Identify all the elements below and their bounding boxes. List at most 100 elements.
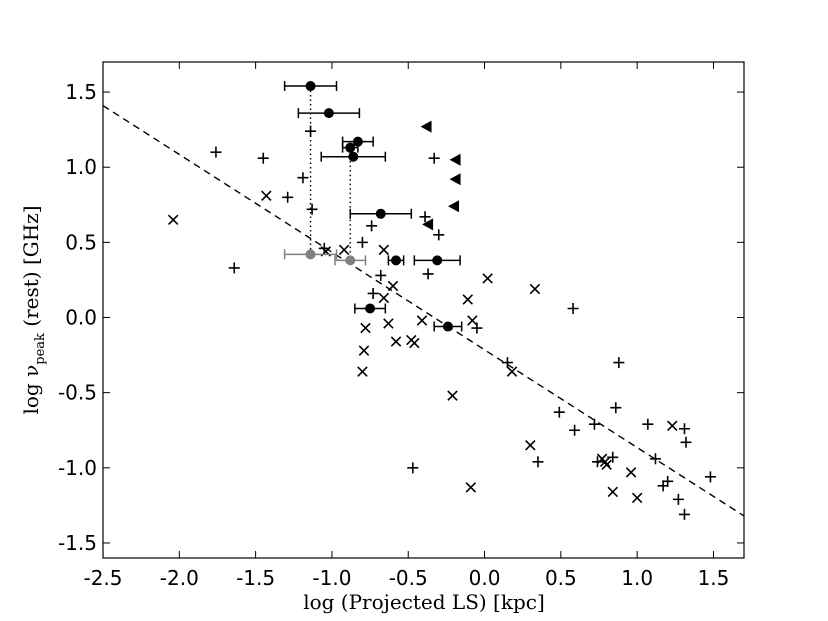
x-tick-label: 1.0 xyxy=(621,566,653,590)
grey-circle-point xyxy=(345,255,356,266)
x-point xyxy=(506,366,518,377)
fit-line xyxy=(103,104,744,517)
x-point xyxy=(360,322,371,334)
y-tick-label: 1.5 xyxy=(65,80,97,104)
x-point xyxy=(383,318,394,329)
plus-point xyxy=(305,125,317,137)
plus-point xyxy=(367,287,379,299)
plus-point xyxy=(366,220,378,232)
plus-point xyxy=(228,262,240,274)
x-point xyxy=(409,337,420,349)
x-point xyxy=(465,482,477,493)
x-point xyxy=(338,244,350,256)
x-point xyxy=(667,420,678,431)
circle-point xyxy=(352,136,363,147)
plus-point xyxy=(642,418,654,430)
x-point xyxy=(390,336,402,347)
plus-point xyxy=(672,493,684,505)
plot-content xyxy=(103,81,744,520)
x-point xyxy=(607,486,618,498)
y-tick-label: -1.0 xyxy=(58,456,97,480)
plus-point xyxy=(428,152,440,164)
plus-point xyxy=(407,462,419,474)
y-axis-label-suffix: (rest) [GHz] xyxy=(19,206,43,334)
circle-point xyxy=(442,321,453,332)
plus-point xyxy=(704,471,716,483)
plus-point xyxy=(210,146,222,158)
y-axis-label-prefix: log ν xyxy=(19,365,43,415)
plus-point xyxy=(297,172,309,184)
circle-point xyxy=(348,151,359,162)
plus-point xyxy=(588,418,600,430)
plus-point xyxy=(657,480,669,492)
x-axis-label: log (Projected LS) [kpc] xyxy=(303,590,545,614)
x-point xyxy=(525,440,536,451)
plus-point xyxy=(422,268,434,280)
circle-point xyxy=(345,142,356,153)
x-point xyxy=(387,280,399,292)
y-axis-label-subscript: peak xyxy=(33,333,48,365)
y-tick-label: -1.5 xyxy=(58,531,97,555)
plus-point xyxy=(282,191,294,203)
plus-point xyxy=(678,423,690,435)
x-point xyxy=(599,456,611,468)
x-tick-label: 1.5 xyxy=(698,566,730,590)
x-point xyxy=(625,467,637,478)
x-tick-label: -2.5 xyxy=(83,566,122,590)
plus-point xyxy=(419,211,431,223)
circle-point xyxy=(305,81,316,92)
plus-point xyxy=(610,402,622,414)
x-point xyxy=(416,315,428,326)
x-point xyxy=(378,292,390,304)
y-tick-label: 0.5 xyxy=(65,230,97,254)
x-tick-label: 0.0 xyxy=(469,566,501,590)
triangle-point xyxy=(449,173,461,186)
y-axis-label: log νpeak (rest) [GHz] xyxy=(19,206,48,415)
x-point xyxy=(467,315,478,326)
x-point xyxy=(261,190,272,202)
x-tick-label: -1.5 xyxy=(236,566,275,590)
x-point xyxy=(357,366,368,377)
x-point xyxy=(601,459,612,471)
x-tick-label: -2.0 xyxy=(160,566,199,590)
plus-point xyxy=(375,269,387,281)
plus-point xyxy=(356,236,368,248)
plus-point xyxy=(501,357,513,369)
y-tick-label: 0.0 xyxy=(65,306,97,330)
triangle-point xyxy=(448,200,460,213)
plot-frame xyxy=(102,61,745,559)
x-point xyxy=(358,345,370,356)
circle-point xyxy=(323,108,334,119)
x-point xyxy=(167,214,179,226)
y-tick-label: -0.5 xyxy=(58,381,97,405)
plus-point xyxy=(553,406,565,418)
plus-point xyxy=(613,357,625,369)
x-tick-label: -1.0 xyxy=(312,566,351,590)
plus-point xyxy=(649,453,661,465)
x-point xyxy=(447,390,458,401)
x-point xyxy=(631,492,643,504)
plus-point xyxy=(569,424,581,436)
circle-point xyxy=(432,255,443,266)
y-tick-label: 1.0 xyxy=(65,155,97,179)
plus-point xyxy=(433,229,445,241)
plus-point xyxy=(591,456,603,468)
triangle-point xyxy=(420,120,432,133)
triangle-point xyxy=(449,153,461,166)
circle-point xyxy=(391,255,402,266)
x-tick-label: 0.5 xyxy=(545,566,577,590)
x-point xyxy=(462,294,474,305)
circle-point xyxy=(375,208,386,219)
grey-circle-point xyxy=(305,249,316,260)
plus-point xyxy=(567,302,579,314)
circle-point xyxy=(365,303,376,314)
triangle-point xyxy=(422,218,434,231)
x-point xyxy=(529,283,541,295)
plus-point xyxy=(532,456,544,468)
axis-ticks: -2.5 -2.0 -1.5 -1.0 -0.5 0.0 0.5 1.0 1.5 -1.5 -1.0… xyxy=(58,62,744,590)
plus-point xyxy=(680,436,692,448)
plus-point xyxy=(257,152,269,164)
x-point xyxy=(482,273,493,284)
